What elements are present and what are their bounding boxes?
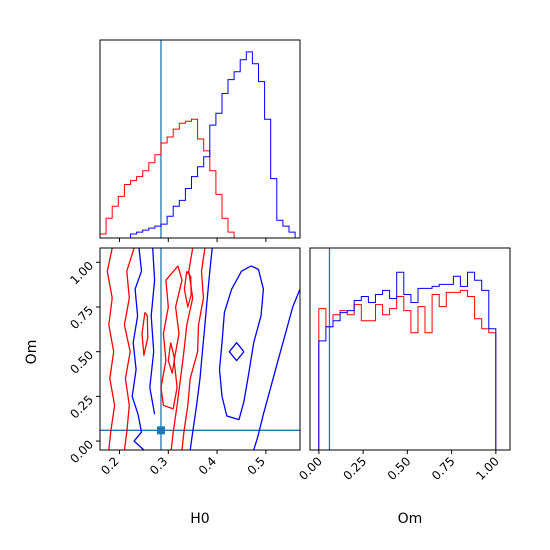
h0-marginal-frame: [99, 39, 301, 239]
data-layer: [100, 51, 497, 450]
h0-om-joint-blue-contour-5: [228, 342, 245, 362]
h0-om-joint-red-contour-7: [167, 342, 176, 374]
h0-om-joint-red-contour-6: [141, 312, 149, 356]
x-tick-label-om: 0.00: [296, 454, 325, 483]
x-tick-label-h0: 0.5: [245, 454, 268, 477]
x-tick-label-om: 1.00: [473, 454, 502, 483]
h0-om-joint-blue-contour-2: [189, 248, 213, 450]
h0-om-joint-blue-contour-1: [149, 248, 156, 415]
h0-om-joint-red-contour-5: [183, 270, 192, 308]
h0-marginal-series-group: [100, 51, 296, 238]
h0-om-joint-blue-contour-4: [218, 265, 265, 421]
x-tick-label-h0: 0.2: [98, 454, 121, 477]
y-tick-label-om: 0.75: [67, 303, 96, 332]
y-tick-label-om: 0.25: [67, 393, 96, 422]
x-tick-label-om: 0.75: [429, 454, 458, 483]
om-marginal-blue-histogram: [318, 271, 497, 450]
h0-om-joint-frame: [99, 247, 301, 451]
h0-om-joint-blue-contour-3: [253, 288, 300, 450]
x-tick-label-om: 0.50: [385, 454, 414, 483]
h0-om-joint-red-contour-0: [106, 248, 116, 450]
x-tick-label-h0: 0.4: [196, 454, 219, 477]
truth-marker: [156, 426, 165, 435]
h0-marginal-red-histogram: [100, 118, 296, 238]
axes-layer: 0.2 0.3 0.4 0.5 0.00 0.25 0.50 0.75 1.00 0.00 0.25…: [67, 39, 511, 483]
h0-marginal-blue-histogram: [100, 51, 296, 238]
h0-om-joint-red-contour-1: [181, 248, 206, 450]
h0-om-joint-red-contour-3: [170, 248, 194, 450]
x-axis-label-om: Om: [398, 511, 423, 527]
om-marginal-series-group: [318, 271, 497, 450]
y-tick-label-om: 0.50: [67, 348, 96, 377]
x-tick-label-h0: 0.3: [147, 454, 170, 477]
h0-om-joint-red-contour-2: [123, 248, 135, 450]
h0-om-joint-red-contour-4: [160, 265, 183, 410]
om-marginal-red-histogram: [318, 289, 497, 450]
y-axis-label-om: Om: [24, 340, 40, 365]
om-marginal-frame: [309, 247, 511, 451]
h0-om-joint-series-group: [106, 248, 300, 450]
h0-om-joint-blue-contour-0: [131, 248, 145, 450]
x-axis-label-h0: H0: [190, 511, 209, 527]
truth-lines: [100, 40, 331, 450]
x-tick-label-om: 0.25: [340, 454, 369, 483]
y-tick-label-om: 0.00: [67, 437, 96, 466]
y-tick-label-om: 1.00: [67, 259, 96, 288]
